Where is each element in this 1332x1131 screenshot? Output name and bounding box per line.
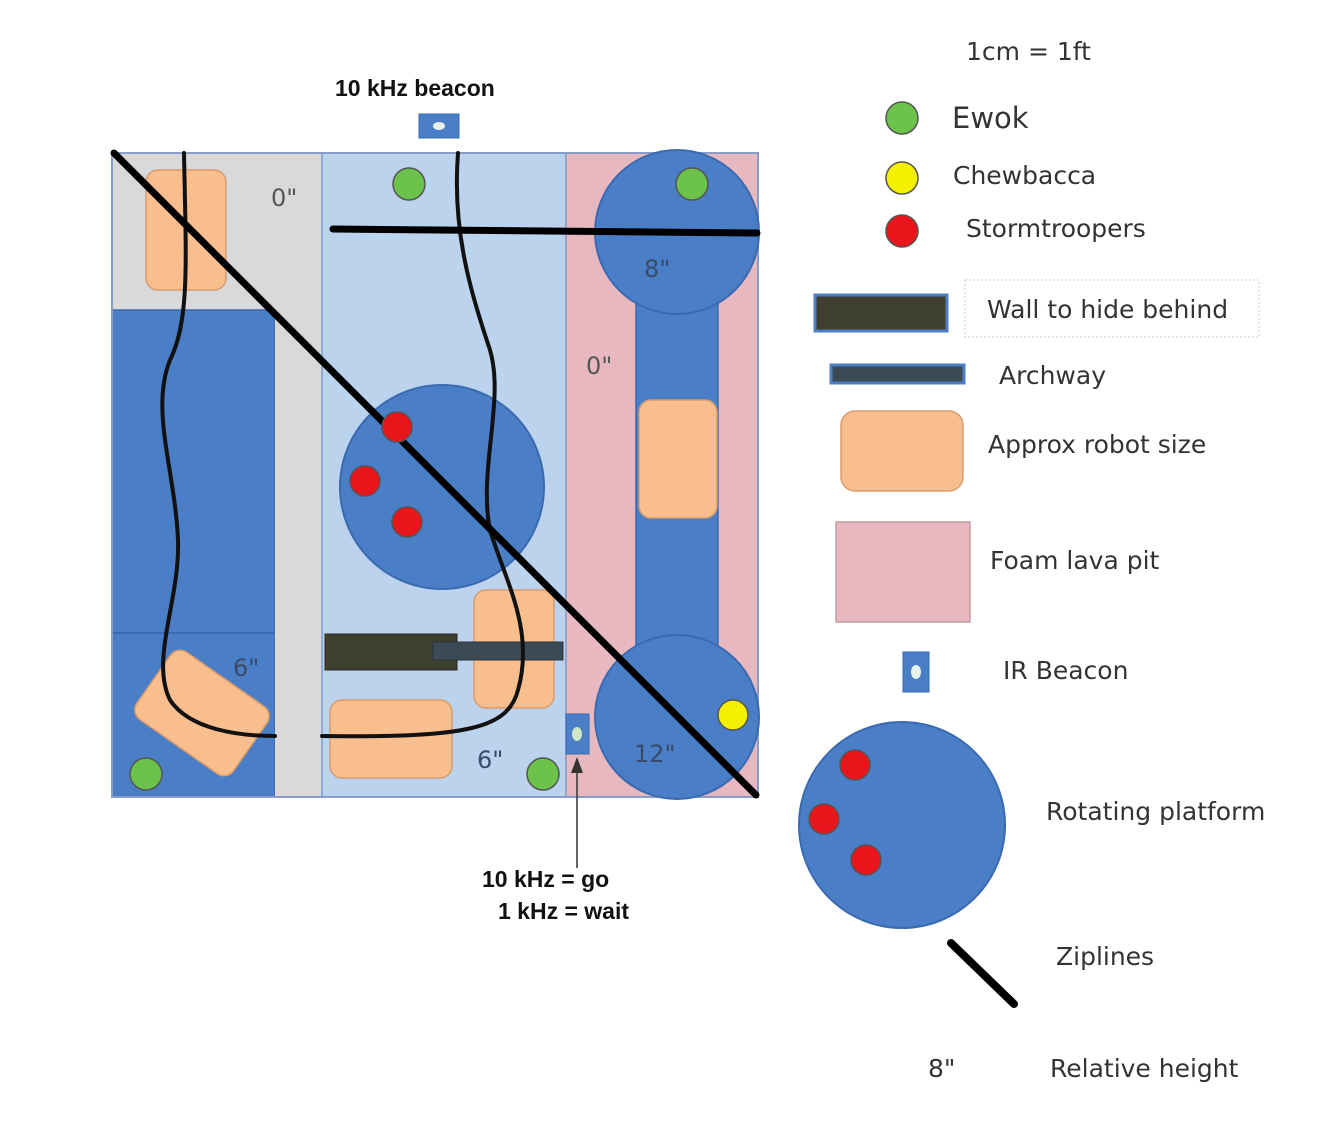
height-labels: 0" 6" 6" 0" 8" 12": [233, 184, 676, 774]
legend-lava-swatch: [835, 521, 971, 623]
legend-chewbacca-swatch: [885, 161, 919, 195]
top-ir-beacon: [418, 113, 460, 139]
height-label: 8": [644, 255, 670, 283]
legend-platform-swatch: [798, 721, 1006, 929]
arena-border: [111, 152, 759, 798]
legend-lava-label: Foam lava pit: [990, 546, 1160, 575]
robot-block: [329, 699, 453, 779]
top-beacon-label: 10 kHz beacon: [335, 75, 495, 101]
legend-ir-beacon-label: IR Beacon: [1003, 656, 1128, 685]
obstacles: [324, 633, 564, 671]
height-label: 12": [634, 740, 676, 768]
zipline-horizontal: [329, 225, 761, 237]
beacons: [418, 113, 590, 868]
legend-platform-label: Rotating platform: [1046, 797, 1265, 826]
bottom-ir-beacon: [565, 713, 590, 755]
height-label: 0": [586, 352, 612, 380]
legend-zipline-swatch: [947, 939, 1018, 1008]
height-label: 6": [233, 654, 259, 682]
legend-stormtroopers-label: Stormtroopers: [966, 214, 1146, 243]
beacon-arrow: [571, 757, 583, 868]
legend-ewok-label: Ewok: [952, 101, 1029, 135]
legend-ir-beacon-swatch: [902, 651, 930, 693]
legend-wall-label-box: [964, 279, 1260, 338]
legend-height-sample: 8": [928, 1054, 955, 1083]
legend-archway-swatch: [829, 363, 966, 385]
legend-robot-label: Approx robot size: [988, 430, 1206, 459]
stormtrooper: [381, 411, 413, 443]
height-label: 6": [477, 746, 503, 774]
legend-robot-swatch: [840, 410, 964, 492]
stormtrooper: [349, 465, 381, 497]
ewok: [129, 757, 163, 791]
legend-wall-label: Wall to hide behind: [987, 295, 1228, 324]
zipline-diagonal: [110, 149, 760, 799]
legend-height-label: Relative height: [1050, 1054, 1239, 1083]
legend-chewbacca-label: Chewbacca: [953, 161, 1096, 190]
scale-note: 1cm = 1ft: [966, 37, 1091, 66]
robot-block: [134, 649, 270, 777]
legend-stormtrooper-swatch: [885, 214, 919, 248]
legend-ziplines-label: Ziplines: [1056, 942, 1154, 971]
ewok: [392, 167, 426, 201]
beacon-signal-wait: 1 kHz = wait: [498, 898, 629, 924]
legend-archway-label: Archway: [999, 361, 1106, 390]
characters: [129, 167, 749, 791]
chewbacca: [717, 699, 749, 731]
height-label: 0": [271, 184, 297, 212]
robot-block: [638, 399, 718, 519]
stormtrooper: [391, 506, 423, 538]
grey-strip: [275, 153, 322, 797]
legend: 1cm = 1ft Ewok Chewbacca Stormtroopers W…: [798, 37, 1265, 1083]
archway: [432, 641, 564, 661]
beacon-signal-go: 10 kHz = go: [482, 866, 609, 892]
ziplines: [110, 149, 761, 799]
legend-ewok-swatch: [885, 101, 919, 135]
route-left: [160, 151, 277, 738]
legend-wall-swatch: [813, 293, 949, 333]
ewok: [526, 757, 560, 791]
ewok: [675, 167, 709, 201]
